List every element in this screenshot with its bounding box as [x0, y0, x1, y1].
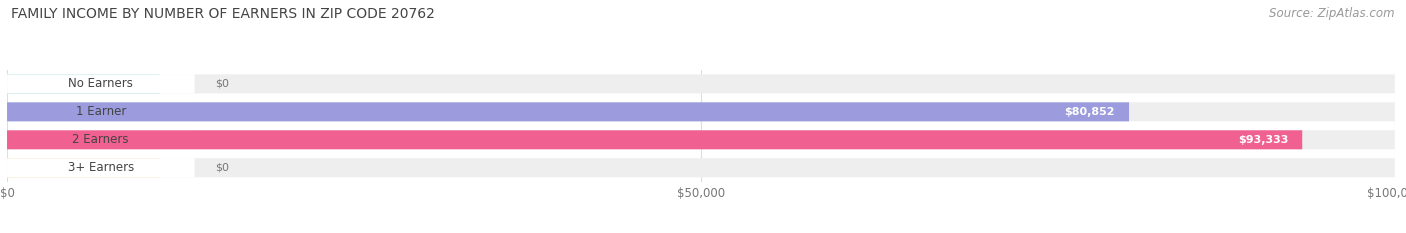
Text: FAMILY INCOME BY NUMBER OF EARNERS IN ZIP CODE 20762: FAMILY INCOME BY NUMBER OF EARNERS IN ZI…: [11, 7, 434, 21]
FancyBboxPatch shape: [7, 102, 194, 121]
Text: $80,852: $80,852: [1064, 107, 1115, 117]
Text: 1 Earner: 1 Earner: [76, 105, 127, 118]
FancyBboxPatch shape: [7, 158, 160, 177]
FancyBboxPatch shape: [7, 74, 160, 93]
Text: 3+ Earners: 3+ Earners: [67, 161, 134, 174]
Text: 2 Earners: 2 Earners: [73, 133, 129, 146]
Text: $0: $0: [215, 163, 229, 173]
Text: No Earners: No Earners: [69, 77, 134, 90]
FancyBboxPatch shape: [7, 158, 194, 177]
FancyBboxPatch shape: [7, 158, 1395, 177]
FancyBboxPatch shape: [7, 158, 194, 177]
FancyBboxPatch shape: [7, 130, 1302, 149]
FancyBboxPatch shape: [7, 74, 194, 93]
FancyBboxPatch shape: [7, 102, 1395, 121]
FancyBboxPatch shape: [7, 130, 194, 149]
Text: $93,333: $93,333: [1237, 135, 1288, 145]
FancyBboxPatch shape: [7, 102, 1129, 121]
Text: $0: $0: [215, 79, 229, 89]
Text: Source: ZipAtlas.com: Source: ZipAtlas.com: [1270, 7, 1395, 20]
FancyBboxPatch shape: [7, 74, 1395, 93]
FancyBboxPatch shape: [7, 74, 194, 93]
FancyBboxPatch shape: [7, 130, 1395, 149]
